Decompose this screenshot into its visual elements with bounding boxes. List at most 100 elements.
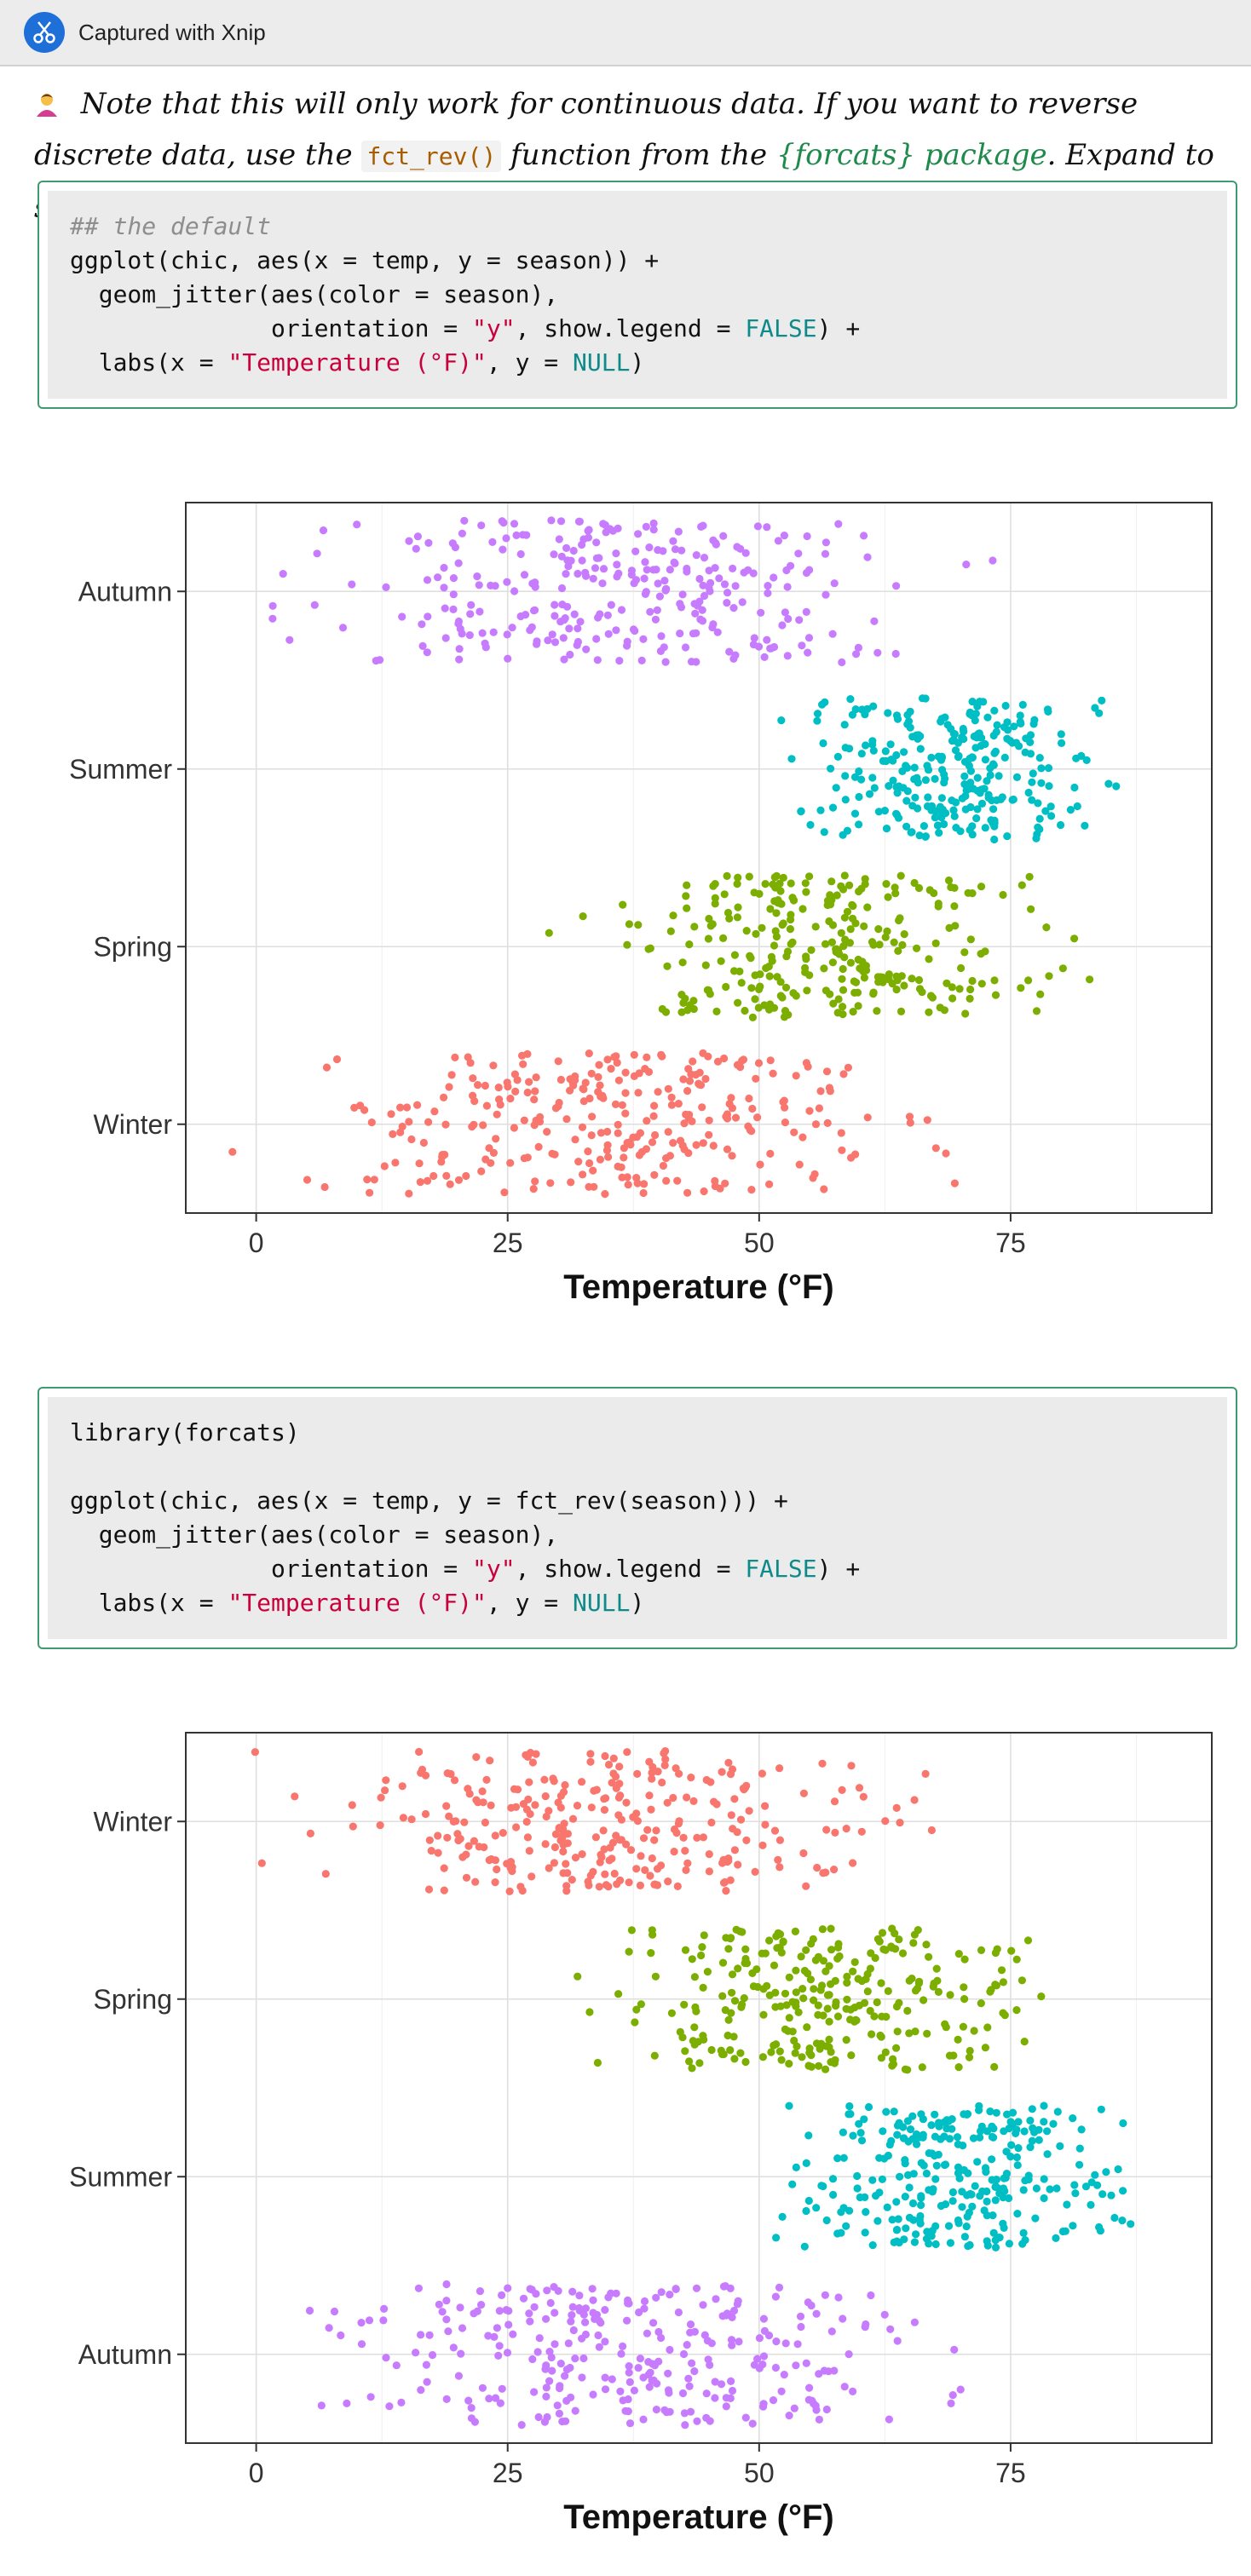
data-point xyxy=(791,2049,799,2057)
forcats-package-link[interactable]: {forcats} package xyxy=(775,138,1047,172)
data-point xyxy=(1041,807,1050,815)
data-point xyxy=(487,1801,495,1809)
data-point xyxy=(447,1071,456,1079)
data-point xyxy=(977,980,986,988)
data-point xyxy=(662,1176,671,1185)
data-point xyxy=(499,1829,507,1837)
data-point xyxy=(635,1069,643,1078)
data-point xyxy=(874,925,883,934)
data-point xyxy=(666,2345,674,2355)
y-tick-label: Summer xyxy=(69,754,172,785)
data-point xyxy=(597,1853,606,1861)
data-point xyxy=(771,2363,781,2372)
data-point xyxy=(1037,764,1046,773)
data-point xyxy=(453,1830,462,1838)
data-point xyxy=(811,1120,821,1129)
data-point xyxy=(634,2364,643,2372)
data-point xyxy=(782,2001,791,2010)
data-point xyxy=(614,569,623,578)
data-point xyxy=(769,2396,778,2405)
data-point xyxy=(947,2399,955,2407)
data-point xyxy=(619,2342,627,2350)
data-point xyxy=(454,2372,464,2380)
data-point xyxy=(1043,2150,1052,2159)
data-point xyxy=(661,1755,670,1763)
data-point xyxy=(1112,782,1121,791)
data-point xyxy=(1070,934,1079,943)
data-point xyxy=(559,1847,568,1856)
data-point xyxy=(823,896,833,905)
data-point xyxy=(983,2023,992,2032)
data-point xyxy=(962,561,971,569)
xnip-scissors-icon xyxy=(24,12,65,53)
data-point xyxy=(898,940,907,949)
data-point xyxy=(1097,2105,1105,2113)
data-point xyxy=(771,2292,781,2301)
data-point xyxy=(971,2182,979,2190)
data-point xyxy=(805,2044,814,2053)
series-autumn xyxy=(305,2280,965,2429)
data-point xyxy=(634,921,643,929)
data-point xyxy=(1044,764,1053,773)
data-point xyxy=(860,532,868,540)
data-point xyxy=(540,1775,549,1784)
data-point xyxy=(711,564,719,572)
data-point xyxy=(815,2370,823,2378)
data-point xyxy=(954,1950,963,1958)
data-point xyxy=(813,716,822,725)
data-point xyxy=(1013,2161,1022,2170)
data-point xyxy=(759,2352,769,2360)
data-point xyxy=(842,1825,850,1833)
data-point xyxy=(421,1809,430,1819)
data-point xyxy=(982,2168,990,2176)
data-point xyxy=(894,814,903,822)
data-point xyxy=(640,2297,649,2306)
data-point xyxy=(635,1151,644,1159)
data-point xyxy=(805,1107,814,1115)
data-point xyxy=(520,1154,528,1163)
data-point xyxy=(623,2316,631,2325)
data-point xyxy=(523,1088,532,1097)
data-point xyxy=(956,2385,965,2394)
data-point xyxy=(579,535,588,543)
data-point xyxy=(727,1811,735,1820)
data-point xyxy=(957,963,966,973)
data-point xyxy=(639,1188,648,1198)
data-point xyxy=(441,634,450,642)
data-point xyxy=(534,2412,543,2422)
data-point xyxy=(700,1931,708,1940)
code-constant: FALSE xyxy=(745,1555,817,1583)
data-point xyxy=(882,2107,891,2116)
data-point xyxy=(843,826,852,835)
data-point xyxy=(1003,832,1012,841)
data-point xyxy=(784,1010,793,1019)
data-point xyxy=(571,2355,579,2363)
data-point xyxy=(623,641,631,650)
data-point xyxy=(906,1118,914,1127)
data-point xyxy=(551,612,559,620)
data-point xyxy=(586,1750,595,1758)
data-point xyxy=(761,880,770,888)
data-point xyxy=(795,616,804,624)
data-point xyxy=(763,635,771,644)
data-point xyxy=(772,2040,781,2049)
data-point xyxy=(829,2190,838,2199)
data-point xyxy=(863,1113,872,1122)
data-point xyxy=(500,1188,509,1197)
data-point xyxy=(357,2319,366,2327)
data-point xyxy=(550,550,558,559)
data-point xyxy=(910,763,919,772)
data-point xyxy=(722,2394,730,2402)
data-point xyxy=(601,2373,609,2382)
data-point xyxy=(479,1798,487,1807)
data-point xyxy=(1056,2142,1064,2150)
data-point xyxy=(781,2025,790,2033)
data-point xyxy=(385,2402,394,2411)
data-point xyxy=(898,1949,908,1958)
data-point xyxy=(779,873,787,882)
data-point xyxy=(612,2289,620,2297)
data-point xyxy=(1003,734,1012,743)
data-point xyxy=(549,1774,557,1783)
data-point xyxy=(799,1994,808,2003)
data-point xyxy=(725,914,734,923)
